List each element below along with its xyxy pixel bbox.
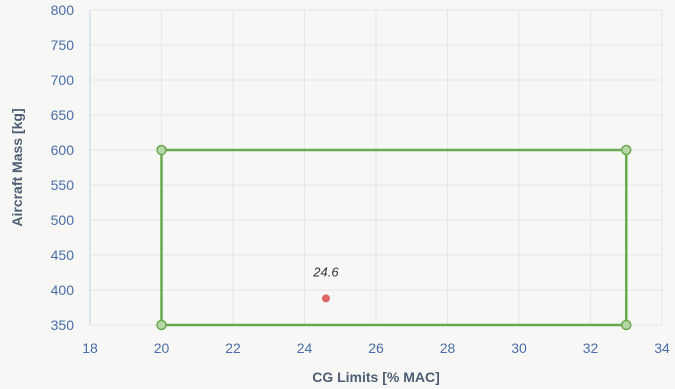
- x-tick-label: 24: [297, 340, 313, 356]
- x-tick-label: 26: [368, 340, 384, 356]
- y-tick-label: 500: [51, 212, 75, 228]
- x-tick-label: 32: [583, 340, 599, 356]
- y-tick-label: 450: [51, 247, 75, 263]
- y-tick-label: 750: [51, 37, 75, 53]
- series-line: [160, 148, 628, 327]
- envelope-point: [621, 144, 632, 156]
- x-tick-label: 20: [154, 340, 170, 356]
- envelope-point: [156, 319, 167, 331]
- y-tick-label: 650: [51, 107, 75, 123]
- x-tick-label: 22: [225, 340, 241, 356]
- x-axis-title: CG Limits [% MAC]: [312, 369, 440, 385]
- envelope-point: [156, 144, 167, 156]
- x-axis-ticks: 18 20 22 24 26 28 30 32 34: [82, 340, 670, 356]
- y-tick-label: 700: [51, 72, 75, 88]
- y-tick-label: 550: [51, 177, 75, 193]
- y-tick-label: 800: [51, 2, 75, 18]
- data-label: 24.6: [312, 264, 339, 279]
- y-tick-label: 350: [51, 317, 75, 333]
- x-tick-label: 34: [654, 340, 670, 356]
- x-tick-label: 30: [511, 340, 527, 356]
- x-tick-label: 18: [82, 340, 98, 356]
- y-axis-ticks: 350 400 450 500 550 600 650 700 750 800: [51, 2, 75, 333]
- envelope-point: [621, 319, 632, 331]
- y-tick-label: 400: [51, 282, 75, 298]
- series: 24.6: [156, 144, 632, 331]
- y-tick-label: 600: [51, 142, 75, 158]
- x-tick-label: 28: [440, 340, 456, 356]
- y-axis-title: Aircraft Mass [kg]: [9, 108, 25, 226]
- grid: [89, 9, 663, 326]
- cg-point: [321, 294, 330, 303]
